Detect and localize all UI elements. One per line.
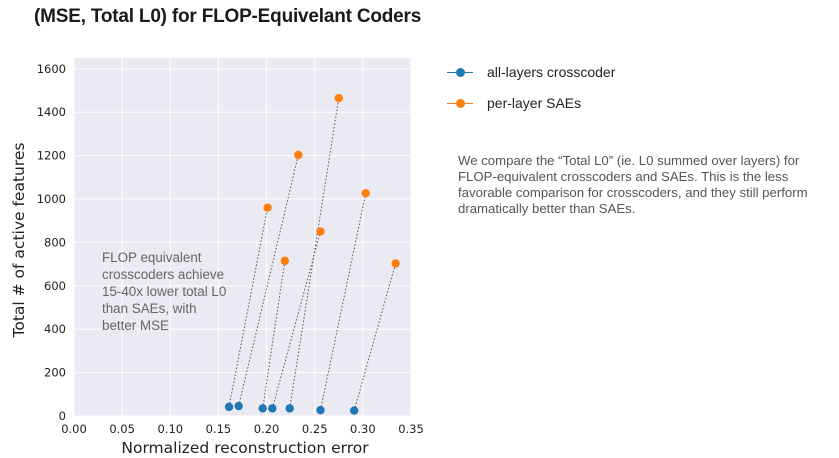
x-tick-label: 0.15 <box>206 422 232 436</box>
sae-point <box>334 93 343 103</box>
y-tick-label: 400 <box>44 322 66 336</box>
pair-line <box>271 231 321 409</box>
legend-swatch-blue <box>447 66 473 78</box>
y-tick-label: 200 <box>44 366 66 380</box>
y-tick-label: 1600 <box>37 62 66 76</box>
sae-point <box>316 227 325 236</box>
x-tick-label: 0.00 <box>61 422 87 436</box>
crosscoder-point <box>316 405 325 415</box>
x-tick-label: 0.35 <box>398 422 424 436</box>
legend: all-layers crosscoder per-layer SAEs <box>447 62 615 124</box>
x-tick-label: 0.25 <box>302 422 328 436</box>
legend-label-crosscoder: all-layers crosscoder <box>487 64 616 80</box>
chart-title: (MSE, Total L0) for FLOP-Equivelant Code… <box>34 6 422 27</box>
x-tick-labels: 0.00 0.05 0.10 0.15 0.20 0.25 0.30 0.35 <box>61 422 424 436</box>
crosscoder-point <box>234 401 243 411</box>
x-tick-label: 0.30 <box>350 422 376 436</box>
y-tick-label: 1000 <box>37 192 66 206</box>
sae-point <box>391 259 400 268</box>
x-axis-label: Normalized reconstruction error <box>121 439 369 457</box>
sae-point <box>263 203 272 212</box>
y-tick-label: 1200 <box>37 149 66 163</box>
sae-point <box>361 188 370 198</box>
pair-line <box>262 260 286 409</box>
chart-annotation: FLOP equivalent crosscoders achieve 15-4… <box>102 250 227 333</box>
legend-label-sae: per-layer SAEs <box>487 95 582 111</box>
pair-line <box>238 154 299 407</box>
crosscoder-point <box>258 404 267 413</box>
pair-line <box>228 207 269 407</box>
plot-area <box>74 58 411 416</box>
y-tick-label: 1400 <box>37 105 66 119</box>
legend-swatch-orange <box>447 97 473 109</box>
y-tick-label: 600 <box>44 279 66 293</box>
sae-point <box>294 150 303 160</box>
data-points <box>224 93 400 415</box>
grid-lines <box>73 58 412 417</box>
y-axis-label: Total # of active features <box>10 143 28 339</box>
crosscoder-point <box>349 406 359 415</box>
y-tick-label: 800 <box>44 235 66 249</box>
x-tick-label: 0.10 <box>157 422 183 436</box>
legend-item-sae: per-layer SAEs <box>447 93 615 113</box>
sae-point <box>280 256 290 266</box>
x-tick-label: 0.20 <box>254 422 280 436</box>
y-tick-label: 0 <box>59 409 66 423</box>
legend-item-crosscoder: all-layers crosscoder <box>447 62 615 82</box>
description-note: We compare the “Total L0” (ie. L0 summed… <box>458 153 808 216</box>
crosscoder-point <box>268 404 277 413</box>
pair-lines <box>228 98 397 411</box>
y-tick-labels: 0 200 400 600 800 1000 1200 1400 1600 <box>37 62 66 423</box>
pair-line <box>353 263 397 411</box>
crosscoder-point <box>285 404 294 413</box>
crosscoder-point <box>224 402 234 412</box>
x-tick-label: 0.05 <box>109 422 135 436</box>
